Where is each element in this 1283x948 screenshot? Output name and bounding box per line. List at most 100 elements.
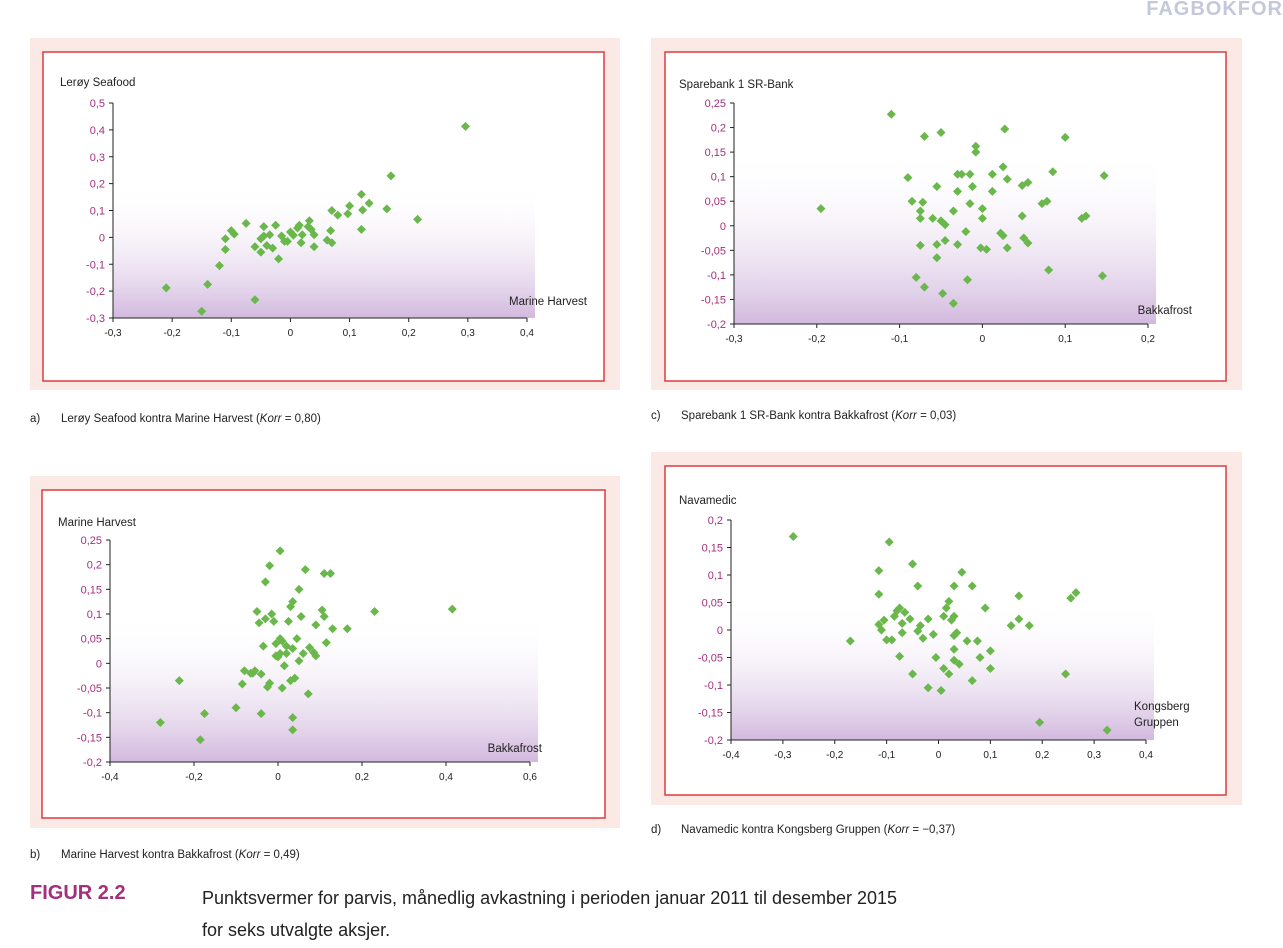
- data-point: [998, 162, 1008, 172]
- x-axis-label: Kongsberg Gruppen: [1134, 701, 1190, 729]
- y-tick-label: 0,05: [702, 598, 723, 610]
- chart-panel-b: -0,2 -0,15 -0,1 -0,05 0 0,05 0,1 0,15 0,2 0,25 -0,…: [30, 476, 620, 828]
- data-point: [252, 607, 262, 617]
- data-point: [293, 223, 303, 233]
- x-tick-label: 0,4: [1139, 750, 1153, 761]
- data-point: [277, 231, 287, 241]
- data-point: [285, 227, 295, 237]
- data-point: [936, 686, 946, 695]
- data-point: [897, 628, 907, 638]
- data-point: [923, 683, 933, 693]
- x-tick-label: -0,1: [878, 750, 896, 761]
- data-point: [343, 209, 353, 219]
- data-point: [971, 141, 981, 151]
- data-point: [303, 689, 313, 699]
- data-point: [274, 254, 284, 264]
- data-point: [845, 636, 855, 646]
- data-point: [949, 655, 959, 665]
- y-tick-label: 0,1: [711, 172, 726, 184]
- data-point: [788, 532, 798, 541]
- y-tick-label: -0,05: [77, 683, 102, 695]
- caption-letter: d): [651, 824, 662, 836]
- data-point: [262, 240, 272, 250]
- data-point: [953, 186, 963, 196]
- x-axis-label: Bakkafrost: [488, 743, 543, 755]
- x-tick-label: -0,3: [104, 328, 122, 339]
- x-tick-label: -0,3: [725, 334, 743, 345]
- caption-b: b) Marine Harvest kontra Bakkafrost (Korr…: [30, 849, 300, 861]
- data-point: [957, 169, 967, 179]
- data-point: [1019, 233, 1029, 243]
- data-point: [1002, 174, 1012, 184]
- data-point: [460, 121, 470, 131]
- data-point: [284, 616, 293, 626]
- figure-label: FIGUR 2.2: [30, 882, 126, 904]
- data-point: [1002, 243, 1012, 253]
- data-point: [976, 243, 986, 253]
- data-point: [1077, 213, 1087, 223]
- scatter-chart-a: -0,3 -0,2 -0,1 0 0,1 0,2 0,3 0,4 0,5 -0,3 -0,2 -0,1…: [42, 51, 605, 382]
- data-point: [931, 653, 941, 662]
- chart-panel-c: -0,2 -0,15 -0,1 -0,05 0 0,05 0,1 0,15 0,2 0,25 -0,…: [651, 38, 1242, 390]
- data-point: [214, 261, 224, 271]
- x-tick-label: 0,3: [461, 328, 475, 339]
- data-point: [317, 605, 327, 615]
- data-point: [200, 709, 209, 719]
- data-point: [328, 624, 338, 634]
- running-header: FAGBOKFOR: [1146, 0, 1283, 20]
- scatter-chart-b: -0,2 -0,15 -0,1 -0,05 0 0,05 0,1 0,15 0,2 0,25 -0,…: [41, 489, 606, 819]
- x-tick-label: 0,2: [1035, 750, 1049, 761]
- data-point: [288, 725, 298, 735]
- x-axis-label: Marine Harvest: [509, 296, 588, 308]
- data-point: [887, 635, 897, 645]
- data-point: [333, 210, 343, 220]
- data-point: [231, 703, 241, 713]
- caption-text: Sparebank 1 SR-Bank kontra Bakkafrost (: [681, 410, 896, 422]
- data-point: [292, 634, 302, 644]
- data-point: [300, 565, 310, 575]
- data-point: [975, 653, 985, 662]
- data-point: [254, 618, 264, 628]
- y-tick-label: -0,1: [83, 708, 102, 720]
- data-point: [977, 213, 987, 223]
- data-point: [288, 644, 298, 654]
- data-point: [288, 597, 298, 607]
- data-point: [197, 306, 207, 316]
- data-point: [288, 713, 298, 723]
- data-point: [982, 244, 992, 254]
- data-point: [889, 611, 899, 621]
- data-point: [938, 289, 948, 299]
- caption-korr-label: Korr: [259, 413, 282, 425]
- data-point: [886, 109, 896, 119]
- data-point: [309, 647, 319, 657]
- caption-korr-value: = 0,03): [916, 410, 957, 422]
- x-tick-label: -0,2: [808, 334, 826, 345]
- x-tick-label: -0,3: [774, 750, 792, 761]
- data-point: [908, 669, 918, 679]
- y-axis-label: Marine Harvest: [58, 517, 137, 529]
- data-point: [900, 607, 910, 617]
- data-point: [203, 279, 213, 289]
- y-tick-label: 0,1: [708, 570, 723, 582]
- data-point: [1099, 171, 1109, 181]
- data-point: [946, 615, 956, 625]
- chart-panel-d: -0,2 -0,15 -0,1 -0,05 0 0,05 0,1 0,15 0,2 -0,4 -0,…: [651, 452, 1242, 805]
- data-point: [949, 631, 959, 640]
- y-tick-label: 0: [720, 221, 726, 233]
- y-tick-label: -0,1: [704, 680, 723, 692]
- y-tick-label: -0,15: [701, 294, 726, 306]
- data-point: [195, 735, 205, 745]
- data-point: [356, 224, 366, 234]
- data-point: [1102, 725, 1112, 735]
- y-axis-label: Navamedic: [679, 495, 737, 507]
- data-point: [326, 226, 336, 236]
- x-tick-label: 0,1: [343, 328, 357, 339]
- data-point: [895, 651, 905, 661]
- data-point: [269, 616, 279, 626]
- data-point: [311, 620, 321, 630]
- y-tick-label: 0,4: [90, 125, 105, 137]
- data-point: [260, 614, 270, 624]
- data-point: [879, 615, 889, 625]
- data-point: [256, 247, 266, 257]
- data-point: [382, 204, 392, 214]
